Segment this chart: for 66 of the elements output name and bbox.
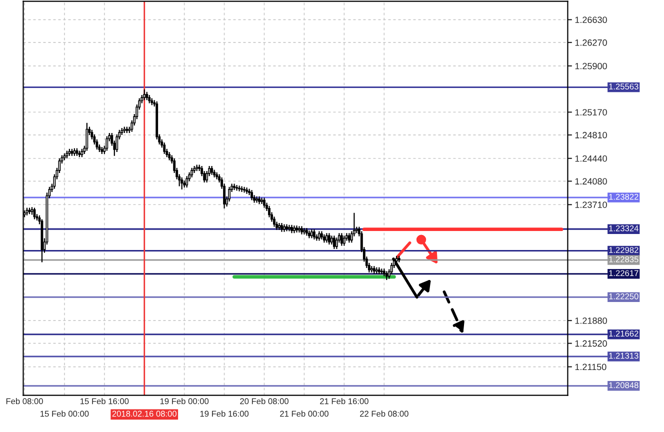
ref-line-label: 1.22617 (609, 270, 638, 276)
candlestick (260, 197, 263, 205)
candlestick (342, 235, 346, 246)
candlestick (116, 134, 118, 153)
x-tick-label: 15 Feb 16:00 (80, 398, 129, 404)
ref-line-label: 1.22982 (609, 247, 638, 253)
candlestick (340, 232, 343, 246)
candlestick (263, 197, 266, 208)
candlestick (243, 186, 246, 194)
candlestick (348, 232, 350, 244)
candlestick (186, 176, 188, 188)
candlestick (318, 230, 320, 242)
candlestick (325, 232, 328, 244)
candlestick (86, 122, 88, 152)
candlestick (236, 184, 238, 192)
y-tick-label: 1.24080 (575, 178, 607, 185)
y-tick-label: 1.23710 (575, 202, 607, 208)
y-tick-label: 1.25900 (575, 62, 607, 70)
candlestick (332, 235, 336, 250)
candlestick (250, 190, 253, 201)
x-tick-label: 21 Feb 16:00 (320, 398, 368, 404)
candlestick (143, 88, 146, 101)
y-tick-label: 1.26270 (575, 39, 607, 46)
candlestick (268, 205, 270, 218)
x-tick-label: 22 Feb 08:00 (360, 410, 408, 417)
x-tick-label: 21 Feb 00:00 (280, 410, 328, 417)
x-tick-label: 19 Feb 16:00 (200, 410, 249, 417)
ref-line-label: 1.22835 (609, 256, 638, 262)
candlestick (96, 138, 98, 150)
candlestick (180, 176, 184, 190)
y-tick-label: 1.24810 (575, 132, 607, 138)
candlestick (233, 183, 236, 191)
candlestick (312, 228, 316, 240)
y-tick-label: 1.21520 (575, 340, 607, 347)
x-tick-label: 15 Feb 00:00 (40, 410, 89, 417)
candlestick (190, 167, 194, 178)
x-tick-label: Feb 08:00 (6, 398, 43, 404)
ref-line-label: 1.22250 (609, 293, 638, 300)
candlestick (298, 226, 300, 234)
y-tick-label: 1.21880 (575, 318, 607, 324)
candlestick (228, 186, 231, 202)
candlestick (246, 186, 248, 194)
ref-line-label: 1.20848 (609, 382, 638, 388)
candlestick (240, 186, 243, 193)
x-tick-label: 19 Feb 00:00 (160, 398, 209, 404)
candlestick (390, 262, 393, 275)
candlestick (206, 170, 208, 184)
candlestick (93, 134, 96, 146)
candlestick (106, 136, 108, 152)
candlestick (238, 185, 241, 192)
candlestick (328, 232, 330, 246)
ref-line-label: 1.21662 (609, 330, 638, 337)
y-tick-label: 1.24440 (575, 155, 607, 162)
x-tick-label: 2018.02.16 08:00 (112, 410, 176, 417)
candlestick (203, 170, 206, 184)
ref-line-label: 1.21313 (609, 352, 638, 359)
ref-line-label: 1.25563 (609, 84, 638, 90)
y-tick-label: 1.21150 (575, 364, 606, 370)
candlestick (273, 216, 276, 228)
candlestick (335, 237, 338, 250)
y-tick-label: 1.26630 (575, 16, 607, 24)
candlestick (163, 142, 166, 155)
y-tick-label: 1.25170 (575, 109, 607, 116)
ref-line-label: 1.23822 (609, 194, 638, 200)
ref-line-label: 1.23324 (609, 225, 638, 232)
x-tick-label: 20 Feb 08:00 (240, 398, 288, 404)
